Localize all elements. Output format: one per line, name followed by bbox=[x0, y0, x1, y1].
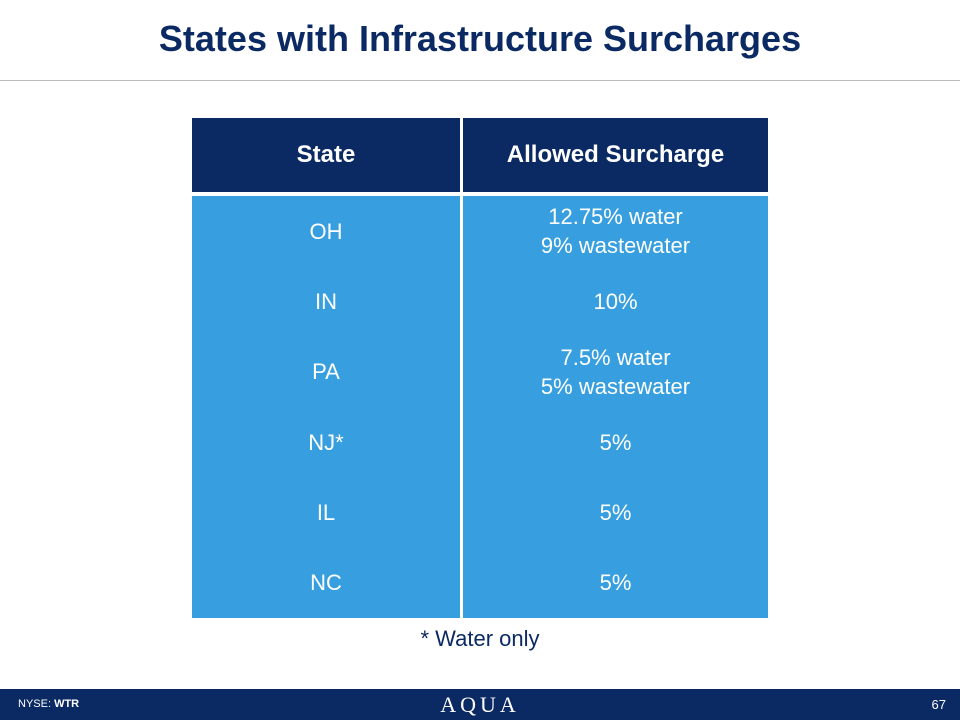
surcharge-column: 12.75% water 9% wastewater 10% 7.5% water 5%… bbox=[463, 196, 768, 618]
title: States with Infrastructure Surcharges bbox=[158, 18, 802, 59]
state-cell: IL bbox=[316, 499, 336, 525]
surcharge-line: 12.75% water bbox=[548, 204, 683, 230]
surcharge-line: 5% bbox=[599, 499, 632, 525]
exchange: NYSE: bbox=[18, 698, 52, 710]
surcharge-cell: 12.75% water 9% wastewater bbox=[463, 196, 768, 266]
ticker: WTR bbox=[54, 698, 80, 710]
column-header: State bbox=[192, 118, 460, 192]
divider bbox=[0, 80, 960, 81]
state-cell: NJ* bbox=[308, 429, 344, 455]
surcharge-line: 5% wastewater bbox=[540, 373, 691, 399]
surcharge-line: 10% bbox=[593, 288, 638, 314]
logo: AQUA bbox=[440, 692, 520, 717]
column-header: Allowed Surcharge bbox=[463, 118, 768, 192]
table: State Allowed Surcharge OH IN PA NJ* IL NC 12… bbox=[192, 118, 768, 618]
state-cell: IN bbox=[315, 288, 337, 314]
state-cell: OH bbox=[309, 218, 343, 244]
surcharge-cell: 5% bbox=[463, 477, 768, 547]
exchange-label: NYSE: WTR bbox=[18, 698, 79, 710]
surcharge-line: 5% bbox=[599, 570, 632, 596]
surcharge-line: 7.5% water bbox=[560, 344, 671, 370]
footer: NYSE: WTR AQUA 67 bbox=[0, 689, 960, 720]
surcharge-line: 9% wastewater bbox=[540, 233, 691, 259]
state-cell: PA bbox=[312, 359, 340, 385]
header-row: State Allowed Surcharge bbox=[192, 118, 768, 192]
surcharge-cell: 5% bbox=[463, 548, 768, 618]
table-body: OH IN PA NJ* IL NC 12.75% water 9% wastewater 1… bbox=[192, 196, 768, 618]
state-cell: NC bbox=[310, 570, 342, 596]
state-column: OH IN PA NJ* IL NC bbox=[192, 196, 460, 618]
footnote: * Water only bbox=[420, 626, 540, 651]
surcharge-line: 5% bbox=[599, 429, 632, 455]
surcharge-cell: 5% bbox=[463, 407, 768, 477]
surcharge-cell: 7.5% water 5% wastewater bbox=[463, 337, 768, 407]
surcharge-cell: 10% bbox=[463, 266, 768, 336]
page-number: 67 bbox=[931, 697, 946, 712]
